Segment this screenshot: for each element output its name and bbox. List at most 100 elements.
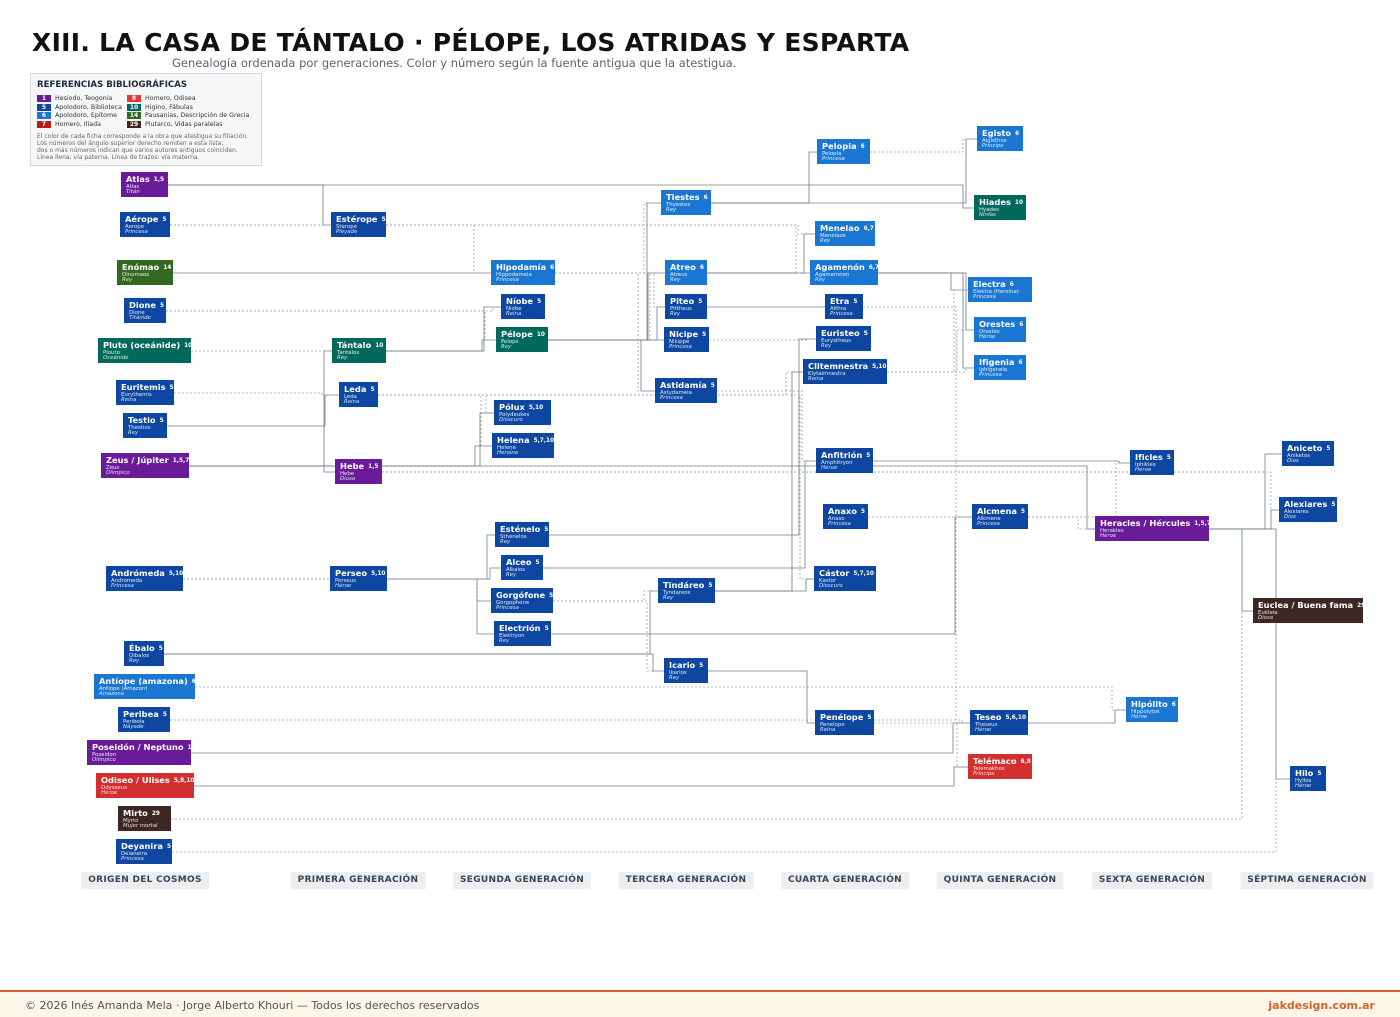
person-latin: Sterope [336,223,357,230]
person-latin: Plouto [103,349,120,356]
person-latin: Ikarios [669,669,687,676]
person-latin: Aithra [830,305,847,312]
person-role: Reina [121,397,137,404]
person-role: Reina [506,311,522,318]
maternal-line [555,272,665,308]
person-refs: 10 [536,332,545,338]
person-name: Euristeo [821,328,860,338]
person-header: Helena 5,7,10 [497,436,554,445]
person-role: Princesa [828,521,851,528]
person-card: Anfitrión 5 Amphitryon Héroe [816,448,873,473]
person-latin: Odysseus [101,784,128,791]
legend-item: 8 Homero, Odisea [127,95,255,102]
generation-label: ORIGEN DEL COSMOS [81,872,209,889]
person-refs: 29 [1357,603,1366,609]
legend-number: 7 [37,120,51,128]
person-card: Alceo 5 Alkaios Rey [501,555,543,580]
person-header: Tindáreo 5 [663,580,712,590]
person-latin: Amphitryon [821,459,853,466]
legend-item: 5 Apolodoro, Biblioteca [37,103,127,111]
person-latin: Andromeda [111,577,143,584]
paternal-line [878,272,974,369]
person-latin: Myrto [123,817,139,824]
paternal-line [164,590,658,655]
person-card: Pólux 5,10 Polydeukes Dioscuro [494,400,551,425]
person-refs: 5,6,10 [1005,715,1026,721]
person-role: Princesa [822,156,845,163]
person-card: Enómao 14 Oinomaos Rey [117,260,173,285]
person-latin: Antiope (Amazon) [99,685,148,692]
person-card: Estérope 5 Sterope Pléyade [331,212,386,237]
site-link[interactable]: jakdesign.com.ar [1268,999,1375,1012]
person-name: Peribea [123,709,159,719]
person-refs: 6 [550,265,555,271]
person-header: Penélope 5 [820,713,871,722]
person-header: Egisto 6 [982,129,1019,138]
person-role: Héroe [1100,533,1117,540]
person-header: Nicipe 5 [669,330,706,339]
person-refs: 5,10 [371,571,386,577]
person-latin: Alkaios [506,566,526,573]
maternal-line [170,719,970,724]
person-card: Helena 5,7,10 Helene Heroína [492,433,554,458]
person-name: Electra [973,279,1006,289]
person-card: Tántalo 10 Tantalos Rey [332,338,386,363]
person-latin: Deianeira [121,850,148,857]
person-header: Aniceto 5 [1287,444,1330,453]
edges [164,138,1290,853]
person-card: Odiseo / Ulises 5,8,10 Odysseus Héroe [96,773,194,798]
paternal-line [1209,528,1253,612]
person-name: Ébalo [129,643,155,653]
person-role: Diosa [340,476,356,483]
person-header: Estérope 5 [336,215,386,224]
person-name: Tindáreo [663,580,705,590]
person-refs: 5 [544,527,549,533]
person-refs: 6 [699,265,704,271]
legend-number: 6 [37,112,51,119]
person-role: Dios [1284,514,1296,521]
person-card: Telémaco 6,8 Telemakhos Príncipe [968,754,1032,779]
person-latin: Atlas [126,183,140,190]
person-header: Deyanira 5 [121,842,171,851]
paternal-line [715,371,803,592]
person-role: Rey [129,658,140,665]
person-header: Icario 5 [669,661,703,670]
person-name: Poseidón / Neptuno [92,742,184,752]
person-card: Anaxo 5 Anaxo Princesa [823,504,868,529]
person-name: Odiseo / Ulises [101,775,170,785]
person-header: Pluto (oceánide) 10 [103,340,192,350]
person-refs: 5,7,10 [533,438,555,444]
maternal-line [170,224,815,235]
person-role: Héroe [979,334,996,341]
person-role: Princesa [660,395,683,402]
person-latin: Kastor [819,577,837,584]
person-latin: Thyestes [666,201,691,208]
person-latin: Iphigeneia [979,366,1008,373]
person-header: Anaxo 5 [828,507,865,516]
person-role: Pléyade [336,229,358,236]
person-card: Alcmena 5 Alkmene Princesa [972,504,1028,529]
person-latin: Hyades [979,206,1000,213]
person-card: Andrómeda 5,10 Andromeda Princesa [106,566,183,591]
person-card: Penélope 5 Penelope Reina [815,710,874,735]
person-header: Hebe 1,5 [340,462,378,471]
paternal-line [386,339,496,352]
person-header: Teseo 5,6,10 [975,713,1026,722]
person-card: Euritemis 5 Eurythemis Reina [116,380,174,405]
maternal-line [555,272,655,392]
person-name: Pelopia [822,141,857,151]
paternal-line [387,534,495,580]
person-refs: 6 [703,195,708,201]
maternal-line [709,338,816,341]
person-card: Heracles / Hércules 1,5,7 Herakles Héroe [1095,516,1211,541]
generation-label: SEXTA GENERACIÓN [1091,872,1213,889]
paternal-line [194,766,968,787]
maternal-line [1028,462,1130,518]
person-name: Antíope (amazona) [99,676,188,686]
person-latin: Tantalos [337,349,360,356]
legend-note: dos o más números indican que varios aut… [37,146,238,154]
person-card: Ificles 5 Iphikles Héroe [1130,450,1174,475]
person-header: Menelao 6,7 [820,224,874,233]
person-card: Hiades 10 Hyades Ninfas [974,195,1026,220]
person-name: Pluto (oceánide) [103,340,181,350]
